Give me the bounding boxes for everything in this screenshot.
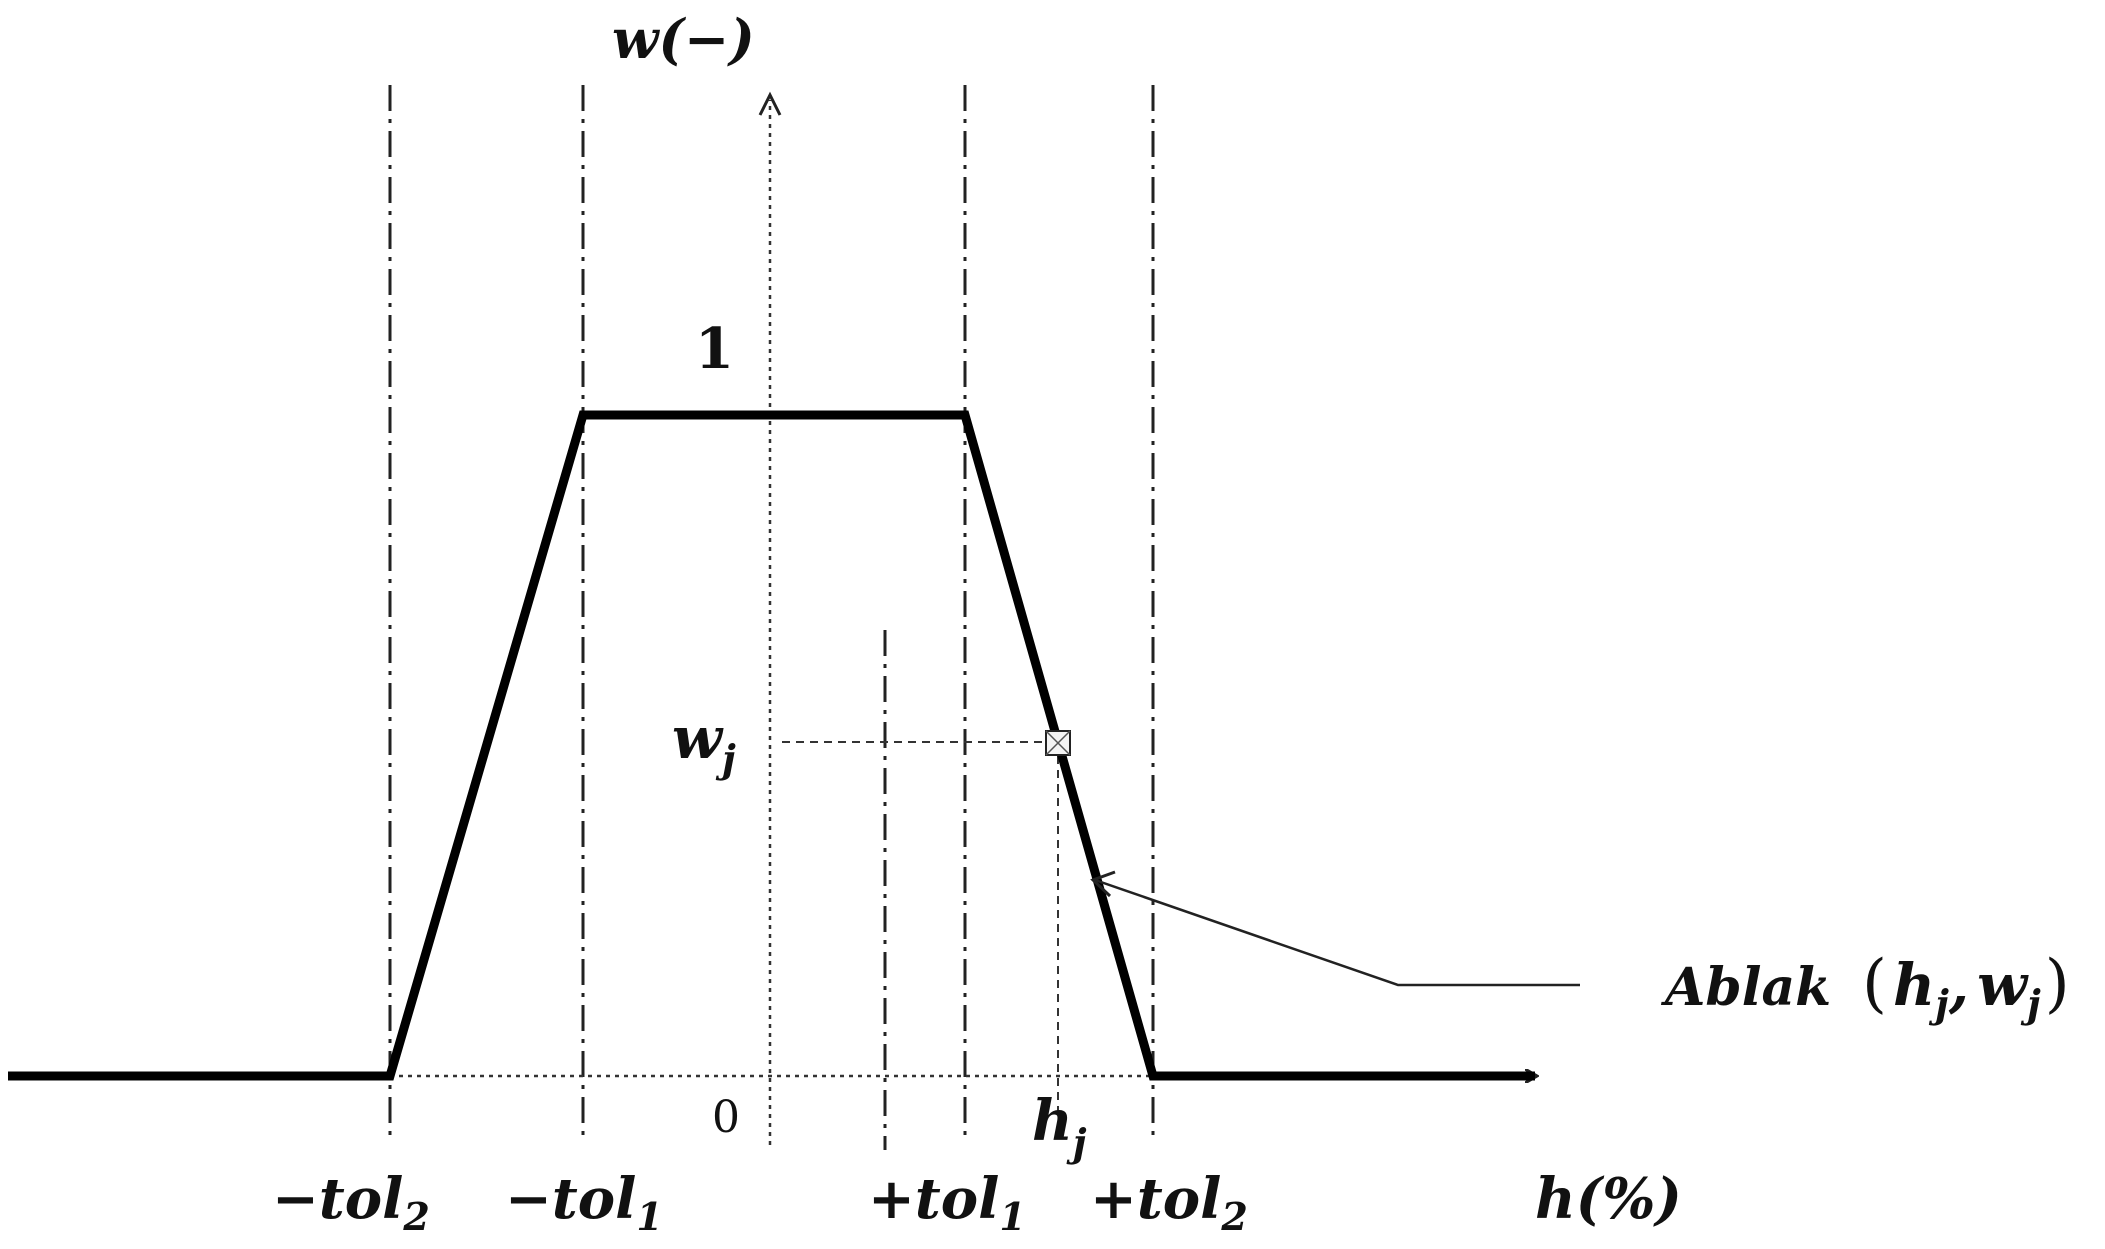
callout-label: Ablak xyxy=(1660,957,1831,1018)
origin-label: 0 xyxy=(712,1092,740,1143)
callout-arrow-icon xyxy=(1090,870,1116,898)
callout-coordinates: (hj, wj) xyxy=(1862,947,2070,1026)
y-axis-label: w(−) xyxy=(612,7,755,71)
callout-leader-line xyxy=(1094,878,1580,987)
plateau-label: 1 xyxy=(695,316,734,382)
y-axis-arrow-icon xyxy=(758,91,782,116)
tick-label-plus-tol1: +tol1 xyxy=(868,1166,1026,1239)
weight-function-curve xyxy=(8,410,1535,1081)
tick-label-minus-tol1: −tol1 xyxy=(505,1166,663,1239)
point-y-label: wj xyxy=(672,704,736,781)
tick-label-minus-tol2: −tol2 xyxy=(272,1166,430,1239)
tick-label-plus-tol2: +tol2 xyxy=(1090,1166,1248,1239)
x-axis-label: h(%) xyxy=(1535,1166,1682,1232)
point-x-label: hj xyxy=(1032,1088,1087,1165)
